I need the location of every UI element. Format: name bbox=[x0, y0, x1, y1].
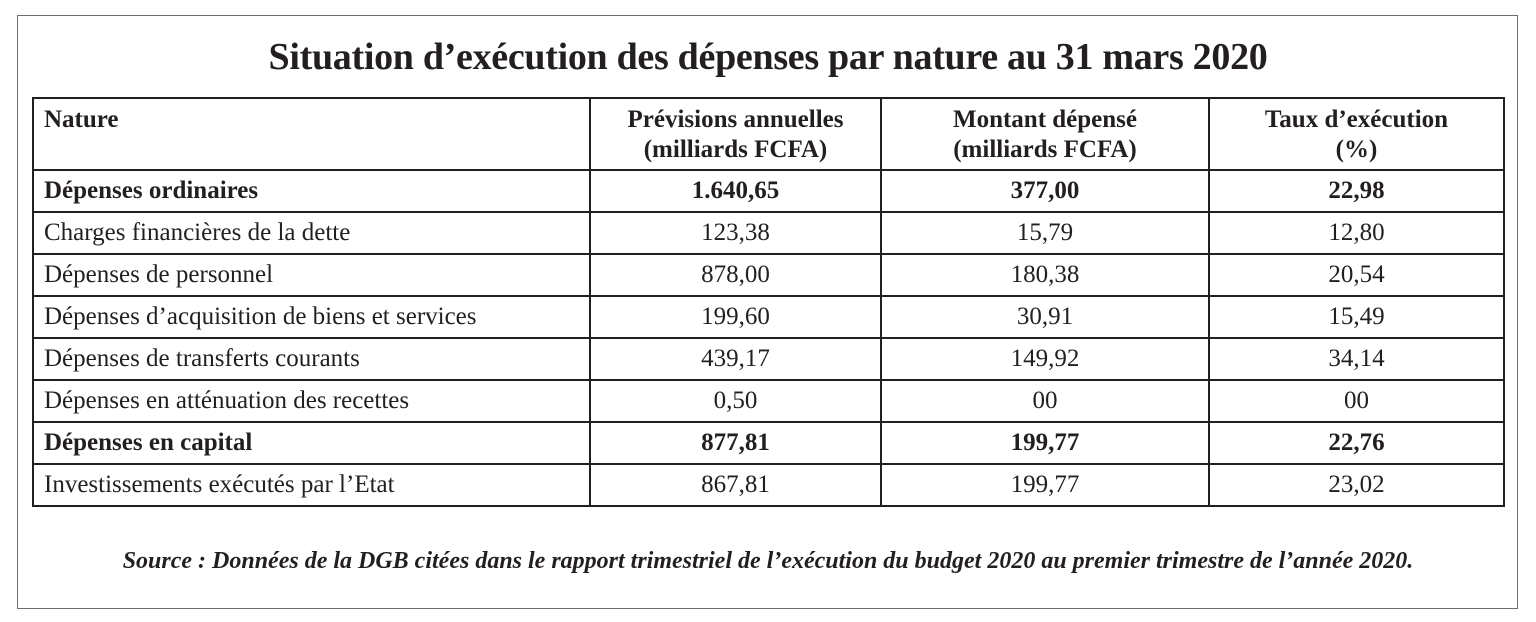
header-montant: Montant dépensé (milliards FCFA) bbox=[880, 97, 1210, 171]
cell-previsions: 1.640,65 bbox=[589, 169, 882, 213]
header-taux-line2: (%) bbox=[1335, 136, 1378, 163]
cell-previsions: 199,60 bbox=[589, 295, 882, 339]
cell-montant: 149,92 bbox=[880, 337, 1210, 381]
cell-taux: 22,98 bbox=[1208, 169, 1505, 213]
table-row: Dépenses d’acquisition de biens et servi… bbox=[32, 295, 1505, 339]
header-nature-label: Nature bbox=[44, 106, 119, 133]
cell-previsions: 877,81 bbox=[589, 421, 882, 465]
header-previsions-line1: Prévisions annuelles bbox=[627, 106, 844, 133]
cell-previsions: 878,00 bbox=[589, 253, 882, 297]
cell-taux: 34,14 bbox=[1208, 337, 1505, 381]
cell-taux: 15,49 bbox=[1208, 295, 1505, 339]
header-previsions-line2: (milliards FCFA) bbox=[643, 136, 828, 163]
table-row: Dépenses en atténuation des recettes 0,5… bbox=[32, 379, 1505, 423]
cell-montant: 00 bbox=[880, 379, 1210, 423]
page-title: Situation d’exécution des dépenses par n… bbox=[268, 36, 1268, 78]
header-previsions: Prévisions annuelles (milliards FCFA) bbox=[589, 97, 882, 171]
header-taux-line1: Taux d’exécution bbox=[1264, 106, 1449, 133]
cell-nature: Dépenses ordinaires bbox=[32, 169, 591, 213]
cell-previsions: 439,17 bbox=[589, 337, 882, 381]
header-taux: Taux d’exécution (%) bbox=[1208, 97, 1505, 171]
header-nature: Nature bbox=[32, 97, 591, 171]
table-header-row: Nature Prévisions annuelles (milliards F… bbox=[32, 97, 1505, 171]
cell-montant: 180,38 bbox=[880, 253, 1210, 297]
cell-taux: 12,80 bbox=[1208, 211, 1505, 255]
cell-nature: Investissements exécutés par l’Etat bbox=[32, 463, 591, 507]
table-body: Dépenses ordinaires 1.640,65 377,00 22,9… bbox=[32, 169, 1505, 507]
cell-montant: 377,00 bbox=[880, 169, 1210, 213]
cell-montant: 30,91 bbox=[880, 295, 1210, 339]
expenditure-table: Nature Prévisions annuelles (milliards F… bbox=[32, 97, 1505, 507]
cell-nature: Dépenses de personnel bbox=[32, 253, 591, 297]
cell-previsions: 0,50 bbox=[589, 379, 882, 423]
cell-montant: 199,77 bbox=[880, 463, 1210, 507]
table-row: Dépenses en capital 877,81 199,77 22,76 bbox=[32, 421, 1505, 465]
cell-taux: 23,02 bbox=[1208, 463, 1505, 507]
cell-taux: 22,76 bbox=[1208, 421, 1505, 465]
source-note: Source : Données de la DGB citées dans l… bbox=[122, 548, 1414, 574]
cell-taux: 20,54 bbox=[1208, 253, 1505, 297]
cell-nature: Charges financières de la dette bbox=[32, 211, 591, 255]
cell-nature: Dépenses en capital bbox=[32, 421, 591, 465]
cell-nature: Dépenses d’acquisition de biens et servi… bbox=[32, 295, 591, 339]
table-row: Dépenses de personnel 878,00 180,38 20,5… bbox=[32, 253, 1505, 297]
table-row: Investissements exécutés par l’Etat 867,… bbox=[32, 463, 1505, 507]
cell-previsions: 867,81 bbox=[589, 463, 882, 507]
table-row: Dépenses de transferts courants 439,17 1… bbox=[32, 337, 1505, 381]
table-row: Dépenses ordinaires 1.640,65 377,00 22,9… bbox=[32, 169, 1505, 213]
cell-montant: 199,77 bbox=[880, 421, 1210, 465]
cell-taux: 00 bbox=[1208, 379, 1505, 423]
cell-previsions: 123,38 bbox=[589, 211, 882, 255]
cell-nature: Dépenses de transferts courants bbox=[32, 337, 591, 381]
header-montant-line1: Montant dépensé bbox=[952, 106, 1138, 133]
cell-nature: Dépenses en atténuation des recettes bbox=[32, 379, 591, 423]
table-row: Charges financières de la dette 123,38 1… bbox=[32, 211, 1505, 255]
header-montant-line2: (milliards FCFA) bbox=[953, 136, 1137, 163]
cell-montant: 15,79 bbox=[880, 211, 1210, 255]
